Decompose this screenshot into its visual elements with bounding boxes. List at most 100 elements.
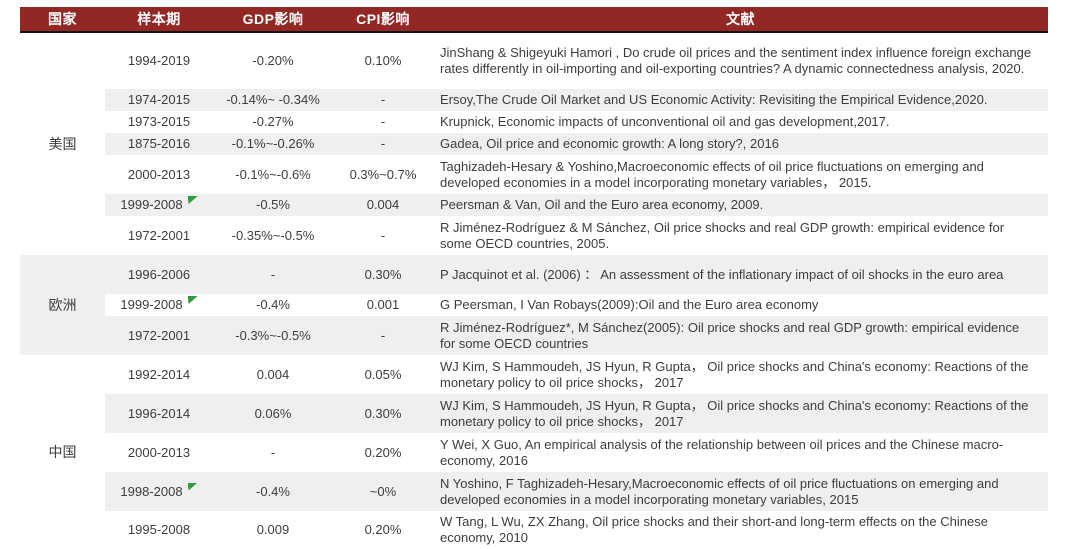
cpi-impact-cell: 0.20% [333,433,433,472]
green-flag-icon [187,296,198,304]
header-cell-gdp-impact: GDP影响 [213,7,333,33]
cpi-impact-cell: 0.3%~0.7% [333,155,433,194]
sample-period-value: 2000-2013 [127,166,191,182]
table-row: 1875-2016 -0.1%~-0.26% - Gadea, Oil price a… [20,133,1048,155]
table-row: 1999-2008 -0.5% 0.004 Peersman & Van, Oil a… [20,194,1048,216]
sample-period-value: 1994-2019 [127,53,191,68]
cpi-impact-cell: - [333,111,433,133]
cpi-impact-cell: 0.30% [333,255,433,294]
header-cell-cpi-impact: CPI影响 [333,7,433,33]
literature-cell: Ersoy,The Crude Oil Market and US Econom… [433,89,1048,111]
gdp-impact-cell: 0.004 [213,355,333,394]
sample-period-value: 1999-2008 [120,197,183,212]
literature-cell: Peersman & Van, Oil and the Euro area ec… [433,194,1048,216]
cpi-impact-cell: 0.05% [333,355,433,394]
cpi-impact-cell: ~0% [333,472,433,511]
sample-period-cell: 1973-2015 [105,111,213,133]
green-flag-icon [187,482,198,491]
table-row: 1974-2015 -0.14%~ -0.34% - Ersoy,The Crude … [20,89,1048,111]
sample-period-value: 1999-2008 [120,297,183,312]
sample-period-cell: 2000-2013 [105,155,213,194]
table-body: 美国 1994-2019 -0.20% 0.10% JinShang & Shigeyu… [20,32,1048,549]
sample-period-cell: 1996-2014 [105,394,213,433]
literature-cell: P Jacquinot et al. (2006) ： An assessmen… [433,255,1048,294]
sample-period-value: 1974-2015 [127,92,191,107]
literature-cell: R Jiménez-Rodríguez*, M Sánchez(2005): O… [433,316,1048,355]
cpi-impact-cell: - [333,133,433,155]
sample-period-cell: 1974-2015 [105,89,213,111]
country-cell: 中国 [20,355,105,549]
sample-period-value: 1996-2006 [127,266,191,282]
sample-period-value: 2000-2013 [127,444,191,460]
sample-period-cell: 1999-2008 [105,294,213,316]
literature-cell: Y Wei, X Guo, An empirical analysis of t… [433,433,1048,472]
sample-period-value: 1972-2001 [127,227,191,243]
literature-cell: JinShang & Shigeyuki Hamori , Do crude o… [433,32,1048,89]
gdp-impact-cell: -0.14%~ -0.34% [213,89,333,111]
sample-period-cell: 1996-2006 [105,255,213,294]
gdp-impact-cell: -0.4% [213,472,333,511]
gdp-impact-cell: 0.06% [213,394,333,433]
gdp-impact-cell: -0.20% [213,32,333,89]
gdp-impact-cell: -0.5% [213,194,333,216]
literature-cell: Krupnick, Economic impacts of unconventi… [433,111,1048,133]
gdp-impact-cell: - [213,255,333,294]
table-row: 1999-2008 -0.4% 0.001 G Peersman, I Van Rob… [20,294,1048,316]
sample-period-value: 1972-2001 [127,327,191,343]
literature-cell: Taghizadeh-Hesary & Yoshino,Macroeconomi… [433,155,1048,194]
literature-cell: R Jiménez-Rodríguez & M Sánchez, Oil pri… [433,216,1048,255]
sample-period-value: 1998-2008 [120,483,183,499]
sample-period-cell: 1972-2001 [105,216,213,255]
cpi-impact-cell: - [333,316,433,355]
gdp-impact-cell: 0.009 [213,511,333,549]
literature-cell: N Yoshino, F Taghizadeh-Hesary,Macroecon… [433,472,1048,511]
header-cell-sample-period: 样本期 [105,7,213,33]
table-row: 欧洲 1996-2006-0.30% P Jacquinot et al. (200… [20,255,1048,355]
literature-cell: WJ Kim, S Hammoudeh, JS Hyun, R Gupta， O… [433,355,1048,394]
sample-period-cell: 1995-2008 [105,511,213,549]
literature-cell: W Tang, L Wu, ZX Zhang, Oil price shocks… [433,511,1048,549]
country-cell: 美国 [20,32,105,255]
table-row: 2000-2013 -0.1%~-0.6% 0.3%~0.7% Taghizadeh-… [20,155,1048,194]
cpi-impact-cell: 0.30% [333,394,433,433]
cpi-impact-cell: 0.20% [333,511,433,549]
green-flag-icon [187,196,198,204]
table-row: 1998-2008 -0.4% ~0% N Yoshino, F Taghizadeh… [20,472,1048,511]
country-cell: 欧洲 [20,255,105,355]
table-row: 1995-2008 0.009 0.20% W Tang, L Wu, ZX Zhan… [20,511,1048,549]
cpi-impact-cell: 0.10% [333,32,433,89]
sample-period-value: 1875-2016 [127,136,191,151]
sample-period-value: 1996-2014 [127,405,191,421]
sample-period-cell: 1972-2001 [105,316,213,355]
header-cell-literature: 文献 [433,7,1048,33]
gdp-impact-cell: -0.35%~-0.5% [213,216,333,255]
cpi-impact-cell: - [333,89,433,111]
gdp-impact-cell: -0.27% [213,111,333,133]
sample-period-value: 1995-2008 [127,522,191,537]
table-header: 国家 样本期 GDP影响 CPI影响 文献 [20,7,1048,33]
gdp-impact-cell: -0.3%~-0.5% [213,316,333,355]
cpi-impact-cell: - [333,216,433,255]
literature-table-wrapper: 国家 样本期 GDP影响 CPI影响 文献 美国 1994-2019 -0.20% 0… [20,7,1048,549]
gdp-impact-cell: -0.4% [213,294,333,316]
literature-cell: WJ Kim, S Hammoudeh, JS Hyun, R Gupta， O… [433,394,1048,433]
table-row: 1973-2015 -0.27% - Krupnick, Economic impac… [20,111,1048,133]
cpi-impact-cell: 0.001 [333,294,433,316]
oil-impact-literature-table: 国家 样本期 GDP影响 CPI影响 文献 美国 1994-2019 -0.20% 0… [20,7,1048,549]
gdp-impact-cell: -0.1%~-0.26% [213,133,333,155]
sample-period-cell: 1998-2008 [105,472,213,511]
sample-period-value: 1973-2015 [127,114,191,129]
table-row: 1972-2001 -0.35%~-0.5% - R Jiménez-Rodrígue… [20,216,1048,255]
gdp-impact-cell: -0.1%~-0.6% [213,155,333,194]
table-row: 中国 1992-2014 0.004 0.05% WJ Kim, S Hammoudeh… [20,355,1048,549]
table-row: 1996-2014 0.06% 0.30% WJ Kim, S Hammoudeh, … [20,394,1048,433]
sample-period-cell: 1992-2014 [105,355,213,394]
header-row: 国家 样本期 GDP影响 CPI影响 文献 [20,7,1048,33]
literature-cell: G Peersman, I Van Robays(2009):Oil and t… [433,294,1048,316]
sample-period-value: 1992-2014 [127,366,191,382]
gdp-impact-cell: - [213,433,333,472]
literature-cell: Gadea, Oil price and economic growth: A … [433,133,1048,155]
sample-period-cell: 1875-2016 [105,133,213,155]
header-cell-country: 国家 [20,7,105,33]
table-row: 美国 1994-2019 -0.20% 0.10% JinShang & Shigeyu… [20,32,1048,255]
